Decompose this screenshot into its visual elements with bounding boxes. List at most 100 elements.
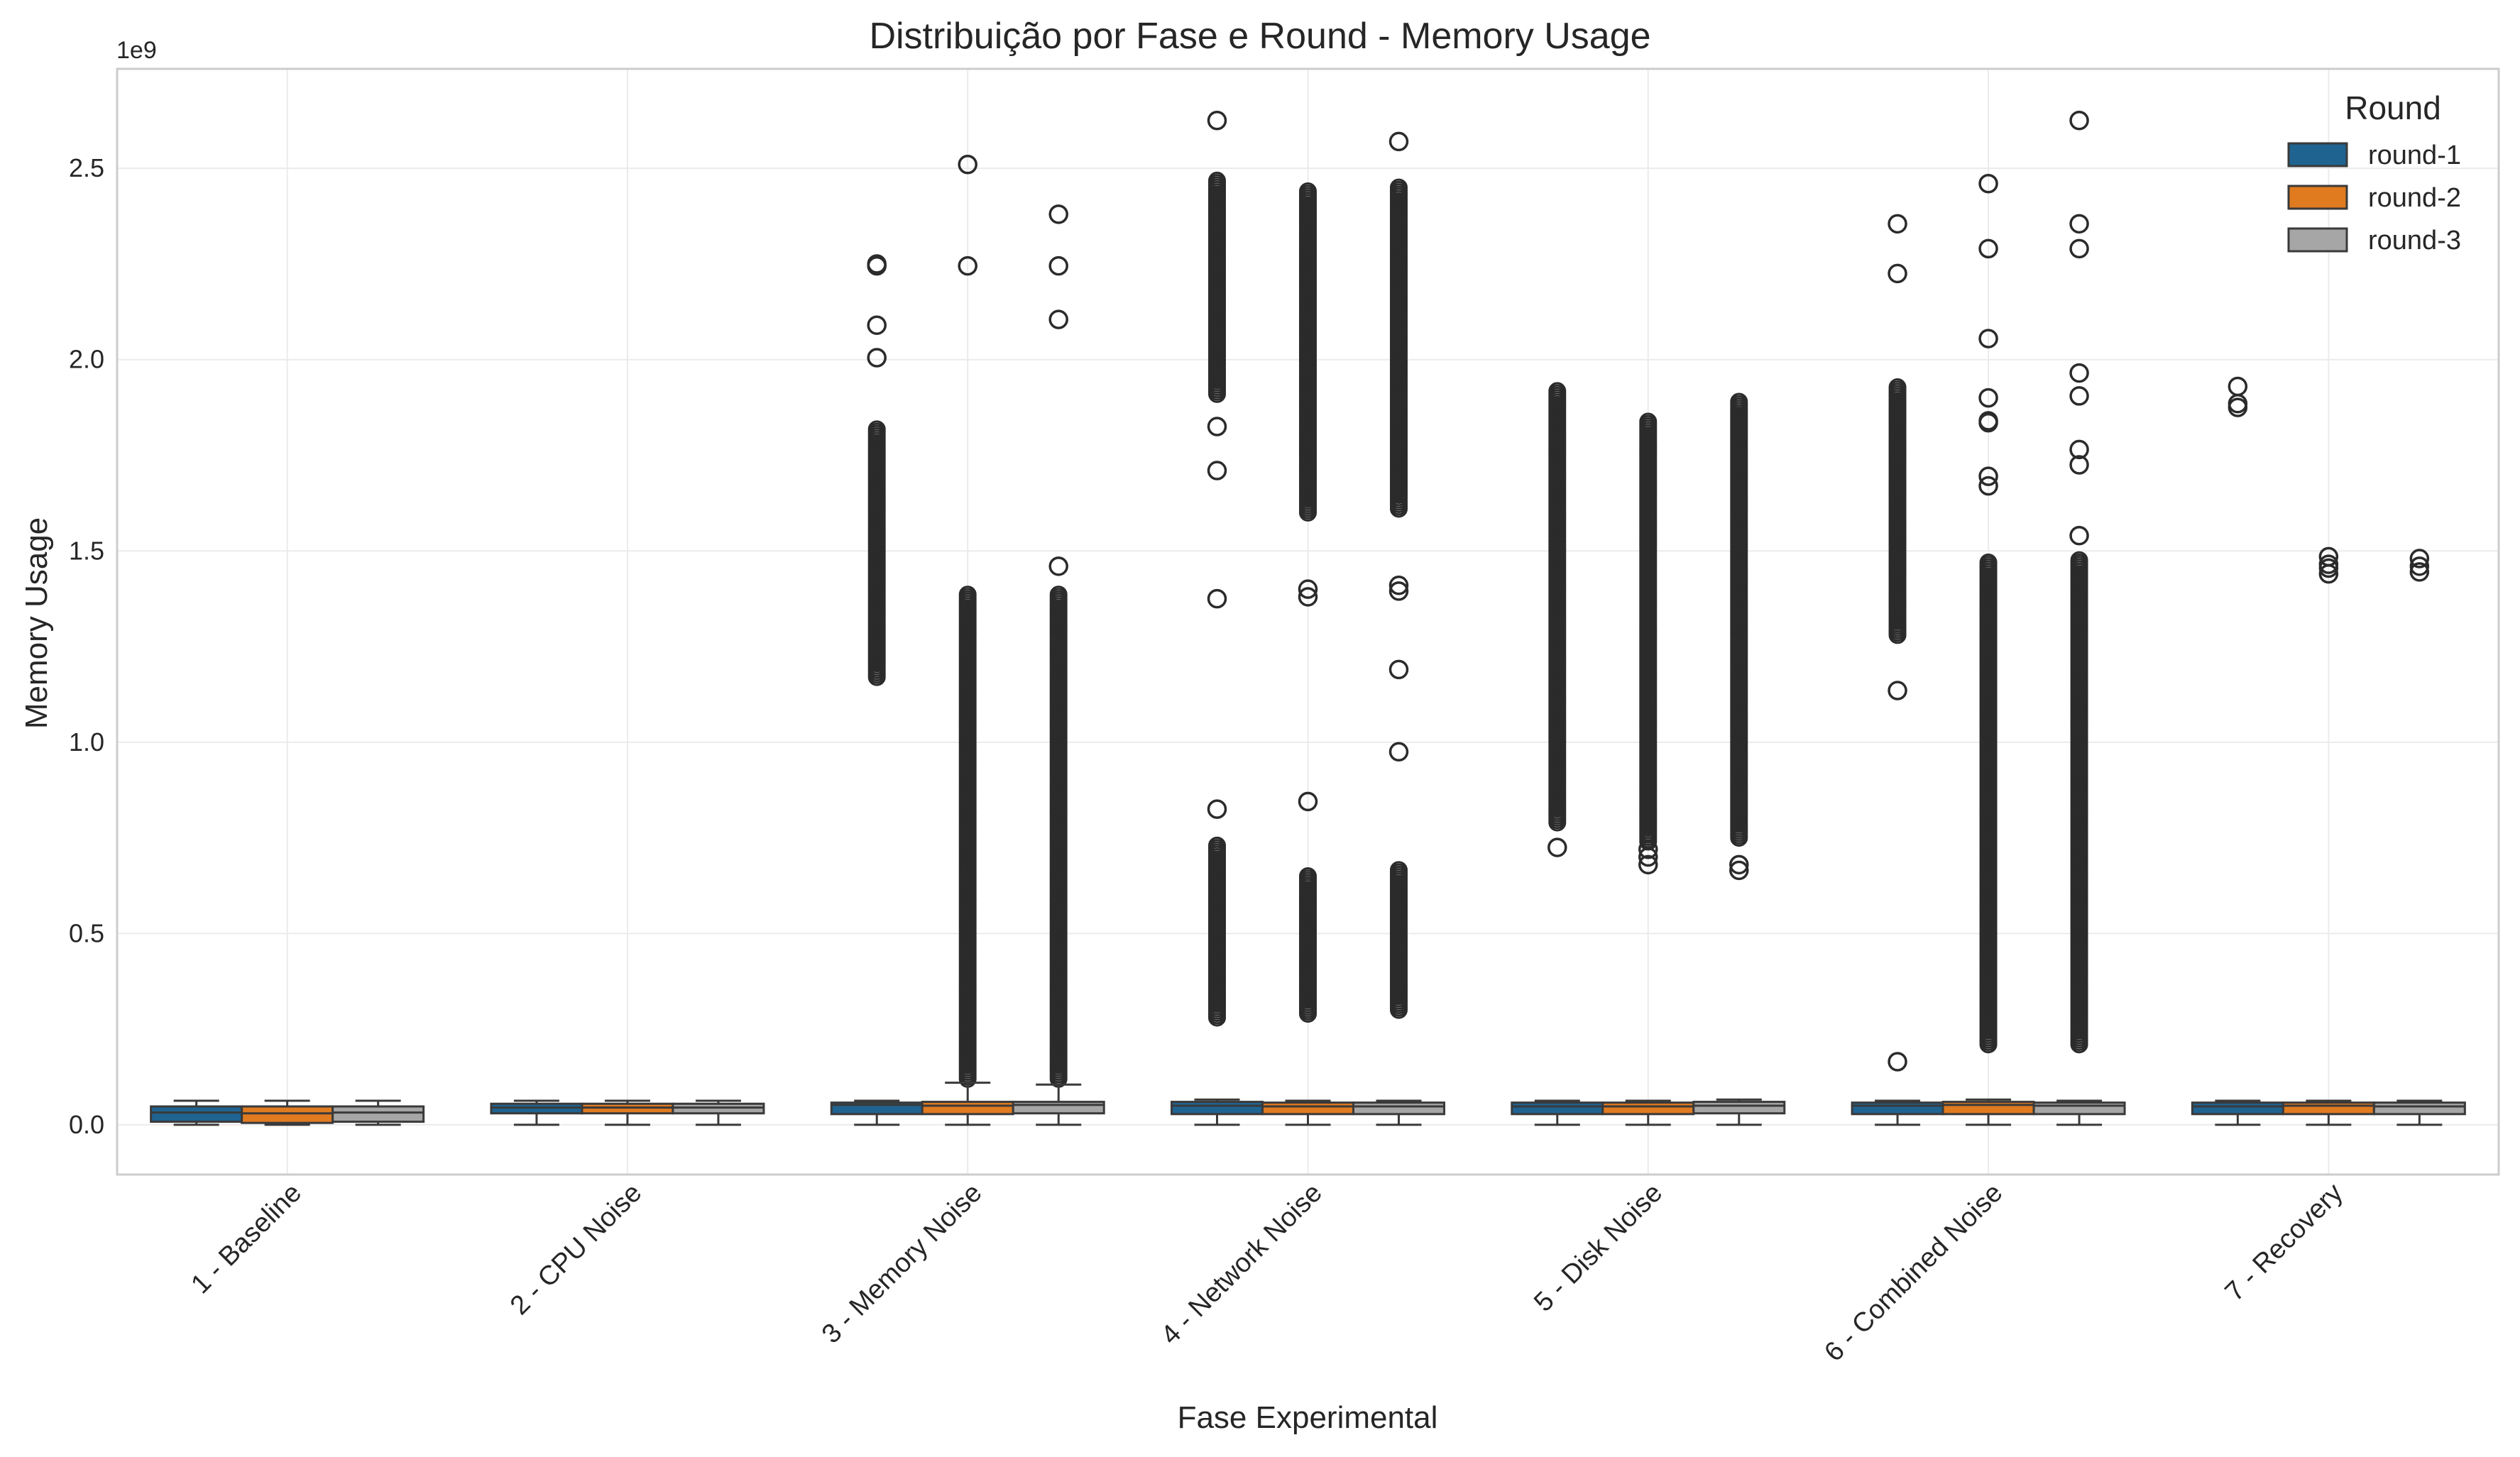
outlier-point: [1729, 854, 1749, 875]
box-round-3: [1352, 1101, 1445, 1116]
outlier-point: [1390, 178, 1408, 197]
outlier-point: [1048, 204, 1068, 224]
outlier-point: [1978, 238, 1998, 259]
outlier-point: [1298, 587, 1318, 607]
outlier-point: [1548, 382, 1567, 400]
legend-title: Round: [2345, 89, 2441, 126]
y-tick-label: 0.5: [69, 918, 104, 947]
outlier-point: [1048, 255, 1068, 276]
box-round-2: [1601, 1101, 1695, 1116]
box-round-1: [150, 1105, 243, 1123]
outlier-point: [1208, 836, 1226, 854]
box-round-2: [241, 1105, 334, 1124]
outlier-point: [1638, 847, 1658, 867]
y-tick-label: 1.5: [69, 536, 104, 565]
outlier-point: [1298, 579, 1318, 599]
outlier-point: [1388, 131, 1409, 152]
y-tick-label: 0.0: [69, 1110, 104, 1139]
outlier-points: [867, 111, 2430, 1088]
box-round-3: [332, 1105, 425, 1123]
outlier-point: [2069, 363, 2089, 383]
outlier-point: [1888, 1052, 1907, 1072]
box-round-2: [921, 1101, 1014, 1116]
outlier-point: [1207, 799, 1227, 819]
outlier-point: [1207, 461, 1227, 480]
outlier-point: [2409, 556, 2430, 576]
y-tick-label: 2.0: [69, 345, 104, 374]
outlier-point: [2070, 551, 2088, 569]
outlier-point: [1978, 466, 1998, 486]
y-tick-label: 1.0: [69, 727, 104, 757]
outlier-point: [1388, 659, 1409, 680]
box-round-2: [2281, 1101, 2375, 1116]
outlier-point: [2228, 397, 2248, 417]
outlier-point: [958, 585, 977, 604]
outlier-point: [2409, 562, 2430, 582]
outlier-point: [2069, 214, 2089, 234]
outlier-point: [2069, 455, 2089, 475]
outlier-point: [1639, 412, 1658, 431]
legend: Round round-1 round-2 round-3: [2287, 89, 2461, 255]
chart-title: Distribuição por Fase e Round - Memory U…: [869, 16, 1650, 57]
legend-swatch: [2287, 227, 2348, 253]
outlier-point: [1978, 387, 1998, 408]
legend-label: round-3: [2368, 226, 2461, 255]
legend-label: round-1: [2368, 141, 2461, 170]
outlier-point: [1390, 861, 1408, 879]
outlier-point: [2069, 386, 2089, 406]
outlier-point: [1547, 837, 1567, 857]
outlier-point: [1888, 378, 1907, 397]
box-round-1: [2191, 1101, 2284, 1116]
outlier-point: [867, 315, 887, 335]
box-round-1: [1511, 1101, 1604, 1116]
outlier-point: [1978, 475, 1998, 496]
outlier-point: [1208, 171, 1226, 189]
outlier-point: [1978, 329, 1998, 348]
outlier-point: [1207, 111, 1227, 131]
legend-label: round-2: [2368, 183, 2461, 213]
outlier-point: [958, 255, 977, 276]
outlier-point: [1979, 553, 1998, 571]
outlier-point: [867, 420, 886, 439]
outlier-point: [1638, 840, 1658, 859]
outlier-point: [2318, 558, 2339, 578]
outlier-point: [958, 155, 977, 175]
outlier-point: [1729, 860, 1749, 881]
boxes: [150, 1082, 2466, 1126]
outlier-point: [2069, 525, 2089, 546]
outlier-point: [2069, 238, 2089, 259]
box-round-2: [1261, 1101, 1354, 1116]
box-round-3: [1692, 1101, 1786, 1115]
outlier-point: [1388, 742, 1409, 762]
legend-swatch: [2287, 185, 2348, 210]
box-round-3: [2372, 1101, 2466, 1116]
outlier-point: [2069, 439, 2089, 460]
outlier-point: [1048, 309, 1068, 329]
legend-swatch: [2287, 142, 2348, 167]
outlier-point: [1299, 867, 1317, 886]
outlier-point: [1048, 556, 1068, 576]
outlier-point: [1207, 588, 1227, 609]
outlier-point: [1049, 585, 1068, 604]
outlier-point: [1388, 581, 1409, 601]
outlier-point: [867, 348, 887, 368]
outlier-point: [1888, 214, 1907, 234]
outlier-point: [1207, 417, 1227, 436]
box-round-1: [1171, 1101, 1264, 1116]
x-axis-label: Fase Experimental: [1178, 1400, 1438, 1435]
outlier-point: [1638, 854, 1658, 875]
y-tick-label: 2.5: [69, 153, 104, 182]
outlier-point: [1888, 263, 1907, 284]
box-round-1: [1851, 1101, 1944, 1116]
outlier-point: [1299, 182, 1317, 201]
box-round-2: [1941, 1101, 2035, 1116]
outlier-point: [2409, 549, 2430, 568]
y-axis-label: Memory Usage: [19, 517, 54, 729]
outlier-point: [1298, 791, 1318, 812]
outlier-point: [2069, 111, 2089, 131]
outlier-point: [1978, 173, 1998, 194]
outlier-point: [867, 255, 887, 276]
